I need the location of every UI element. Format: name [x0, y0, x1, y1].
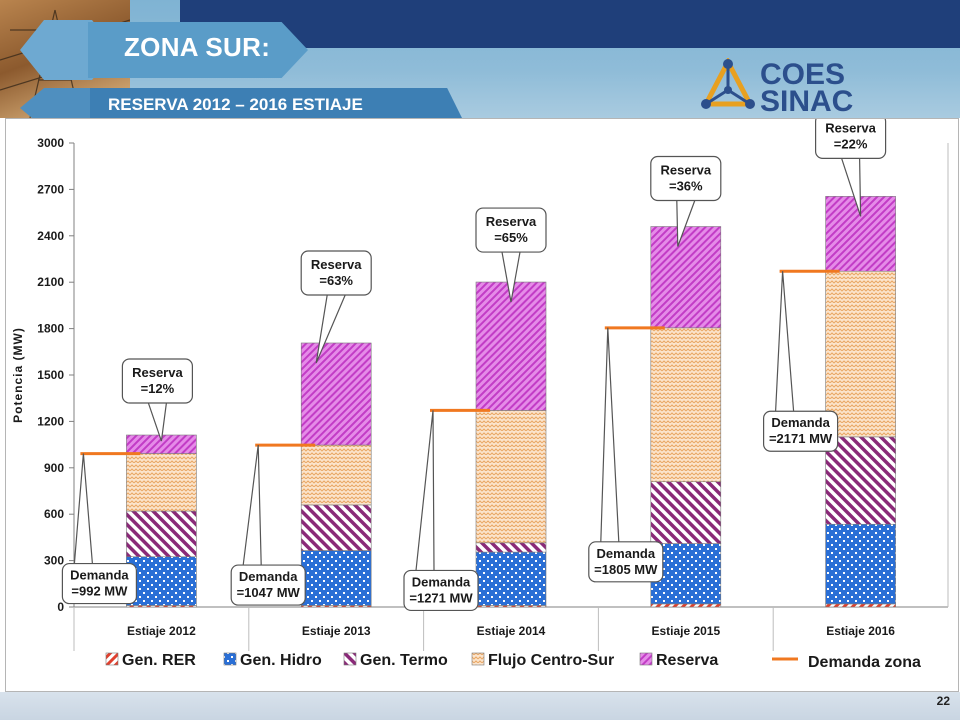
- demanda-callout-label: Demanda =2171 MW: [769, 415, 833, 446]
- y-tick-label: 900: [44, 461, 64, 475]
- demanda-callout-box: [61, 562, 138, 605]
- reserva-callout-box: [815, 119, 887, 159]
- legend-label-reserva: Reserva: [656, 652, 718, 669]
- reserva-callout-box: [121, 358, 194, 404]
- y-tick-label: 600: [44, 507, 64, 521]
- bar-segment-hidro: [300, 550, 372, 606]
- legend-swatch-hidro: [223, 652, 237, 666]
- y-tick-label: 2100: [37, 275, 64, 289]
- logo-text-coes: COES: [760, 58, 845, 91]
- bar-segment-flujo: [650, 327, 722, 483]
- demanda-callout-pointer: [775, 271, 795, 412]
- bar-segment-rer: [825, 603, 896, 608]
- bar-segment-reserva: [300, 342, 372, 446]
- reserva-callout-label: Reserva =12%: [132, 365, 183, 396]
- bar-segment-reserva: [475, 281, 547, 411]
- legend-swatch-termo: [343, 652, 357, 666]
- demanda-callout-box: [588, 541, 664, 583]
- reserva-callout-box: [475, 207, 547, 253]
- x-tick-label: Estiaje 2016: [826, 624, 895, 638]
- stacked-bar-chart: 0 300 600 900 1200 1500 1800 2100 2400 2700 3000 Po…: [11, 119, 949, 671]
- bar-segment-termo: [825, 436, 896, 525]
- legend-swatch-flujo: [471, 652, 485, 666]
- legend-swatch-rer: [105, 652, 119, 666]
- legend-label-flujo: Flujo Centro-Sur: [488, 652, 614, 669]
- subtitle-tab: [90, 88, 462, 118]
- demanda-callout-box: [230, 564, 306, 606]
- reserva-callout-pointer: [315, 294, 346, 364]
- y-tick-label: 1200: [37, 414, 64, 428]
- y-tick-label: 1800: [37, 322, 64, 336]
- bar-segment-hidro: [126, 556, 197, 606]
- demanda-callout-pointer: [242, 444, 262, 566]
- bar-segment-hidro: [475, 551, 547, 606]
- demanda-callout-pointer: [600, 327, 620, 542]
- reserva-callout-label: Reserva =65%: [486, 214, 537, 245]
- y-tick-label: 0: [57, 600, 64, 614]
- legend-label-hidro: Gen. Hidro: [240, 652, 322, 669]
- bar-segment-termo: [650, 481, 722, 544]
- reserva-callout-pointer: [676, 200, 696, 247]
- bar-segment-termo: [300, 504, 372, 551]
- legend-label-rer: Gen. RER: [122, 652, 196, 669]
- x-tick-label: Estiaje 2014: [477, 624, 546, 638]
- reserva-callout-pointer: [841, 158, 862, 217]
- bar-segment-flujo: [126, 453, 197, 512]
- bar-segment-flujo: [300, 444, 372, 506]
- reserva-callout-box: [650, 155, 722, 202]
- page-subtitle: RESERVA 2012 – 2016 ESTIAJE: [108, 95, 363, 114]
- bar-segment-termo: [126, 510, 197, 558]
- chart-frame: 0 300 600 900 1200 1500 1800 2100 2400 2700 3000 Po…: [5, 118, 959, 692]
- bar-segment-reserva: [650, 226, 722, 329]
- legend-swatch-reserva: [639, 652, 653, 666]
- demanda-callout-box: [762, 410, 839, 452]
- demanda-callout-label: Demanda =992 MW: [70, 568, 129, 599]
- demanda-callout-label: Demanda =1805 MW: [594, 546, 658, 577]
- y-tick-label: 1500: [37, 368, 64, 382]
- bar-segment-flujo: [475, 410, 547, 544]
- demanda-callout-pointer: [73, 453, 93, 564]
- reserva-callout-label: Reserva =36%: [660, 163, 711, 194]
- demanda-callout-pointer: [415, 410, 435, 571]
- bar-segment-hidro: [825, 523, 896, 605]
- header-dark-bar: [180, 0, 960, 48]
- demanda-callout-label: Demanda =1271 MW: [409, 574, 473, 605]
- page-number: 22: [936, 694, 950, 708]
- x-tick-label: Estiaje 2012: [127, 624, 196, 638]
- y-tick-label: 2400: [37, 229, 64, 243]
- coes-sinac-logo: COES SINAC: [701, 58, 853, 114]
- reserva-callout-label: Reserva =22%: [825, 120, 876, 151]
- demanda-callout-box: [403, 569, 479, 612]
- legend-label-demanda: Demanda zona: [808, 654, 921, 671]
- y-axis-title: Potencia (MW): [11, 327, 25, 423]
- y-tick-label: 300: [44, 554, 64, 568]
- x-tick-label: Estiaje 2015: [651, 624, 720, 638]
- footer-strip: [0, 692, 960, 720]
- reserva-callout-pointer: [147, 402, 167, 442]
- reserva-callout-pointer: [501, 251, 521, 303]
- reserva-callout-label: Reserva =63%: [311, 257, 362, 288]
- bar-segment-flujo: [825, 270, 896, 438]
- demanda-callout-label: Demanda =1047 MW: [237, 569, 301, 600]
- logo-triangle-icon: [701, 58, 755, 109]
- y-tick-label: 3000: [37, 136, 64, 150]
- legend-label-termo: Gen. Termo: [360, 652, 448, 669]
- page-title: ZONA SUR:: [124, 32, 271, 62]
- bar-segment-termo: [475, 542, 547, 553]
- title-tab: [88, 22, 308, 78]
- x-tick-label: Estiaje 2013: [302, 624, 371, 638]
- reserva-callout-box: [300, 250, 372, 296]
- bar-segment-rer: [650, 603, 722, 608]
- logo-text-sinac: SINAC: [760, 85, 853, 114]
- y-tick-label: 2700: [37, 182, 64, 196]
